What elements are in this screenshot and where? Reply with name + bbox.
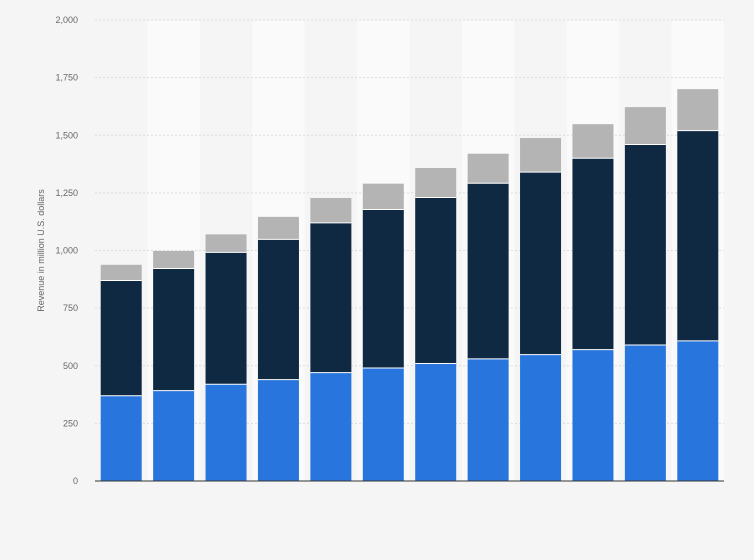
bar-segment-series-3[interactable] xyxy=(362,183,404,210)
bar-segment-series-2[interactable] xyxy=(624,144,666,346)
bar-segment-series-1[interactable] xyxy=(572,349,614,481)
bars xyxy=(100,89,719,481)
bar-segment-series-1[interactable] xyxy=(520,354,562,481)
bar-segment-series-3[interactable] xyxy=(520,138,562,173)
bar-segment-series-1[interactable] xyxy=(467,358,509,481)
y-tick-label: 750 xyxy=(63,303,78,313)
y-tick-label: 0 xyxy=(73,476,78,486)
bar-segment-series-1[interactable] xyxy=(205,384,247,481)
bar-segment-series-2[interactable] xyxy=(100,280,142,396)
bar-segment-series-3[interactable] xyxy=(677,89,719,131)
bar-segment-series-2[interactable] xyxy=(310,222,352,373)
bar-segment-series-2[interactable] xyxy=(205,252,247,385)
bar-segment-series-2[interactable] xyxy=(467,183,509,359)
gridlines xyxy=(95,19,724,424)
y-tick-label: 500 xyxy=(63,361,78,371)
bar-segment-series-2[interactable] xyxy=(572,158,614,350)
y-tick-label: 1,750 xyxy=(55,73,78,83)
bar-segment-series-3[interactable] xyxy=(153,250,195,269)
bar-segment-series-1[interactable] xyxy=(100,395,142,481)
bar-segment-series-2[interactable] xyxy=(415,197,457,364)
bar-segment-series-1[interactable] xyxy=(153,390,195,481)
bar-segment-series-2[interactable] xyxy=(520,172,562,355)
bar-segment-series-1[interactable] xyxy=(677,340,719,481)
y-tick-label: 1,250 xyxy=(55,188,78,198)
bar-segment-series-1[interactable] xyxy=(415,363,457,481)
y-tick-label: 250 xyxy=(63,418,78,428)
y-axis-ticks: 0 250 500 750 1,000 1,250 1,500 1,750 2,000 xyxy=(55,15,78,486)
bar-segment-series-1[interactable] xyxy=(362,368,404,481)
y-axis-title: Revenue in million U.S. dollars xyxy=(36,189,46,312)
bar-segment-series-3[interactable] xyxy=(310,197,352,223)
bar-segment-series-3[interactable] xyxy=(624,107,666,145)
bar-segment-series-1[interactable] xyxy=(624,345,666,481)
y-tick-label: 1,000 xyxy=(55,246,78,256)
bar-segment-series-2[interactable] xyxy=(362,209,404,369)
y-tick-label: 1,500 xyxy=(55,130,78,140)
bar-segment-series-1[interactable] xyxy=(310,372,352,481)
bar-segment-series-3[interactable] xyxy=(100,264,142,281)
y-tick-label: 2,000 xyxy=(55,15,78,25)
bar-segment-series-2[interactable] xyxy=(153,268,195,391)
bar-segment-series-3[interactable] xyxy=(257,216,299,240)
bar-segment-series-3[interactable] xyxy=(467,153,509,184)
bar-segment-series-3[interactable] xyxy=(205,234,247,253)
bar-segment-series-3[interactable] xyxy=(572,124,614,159)
bar-segment-series-2[interactable] xyxy=(677,130,719,341)
bar-segment-series-3[interactable] xyxy=(415,167,457,198)
bar-segment-series-1[interactable] xyxy=(257,379,299,481)
bar-segment-series-2[interactable] xyxy=(257,239,299,380)
